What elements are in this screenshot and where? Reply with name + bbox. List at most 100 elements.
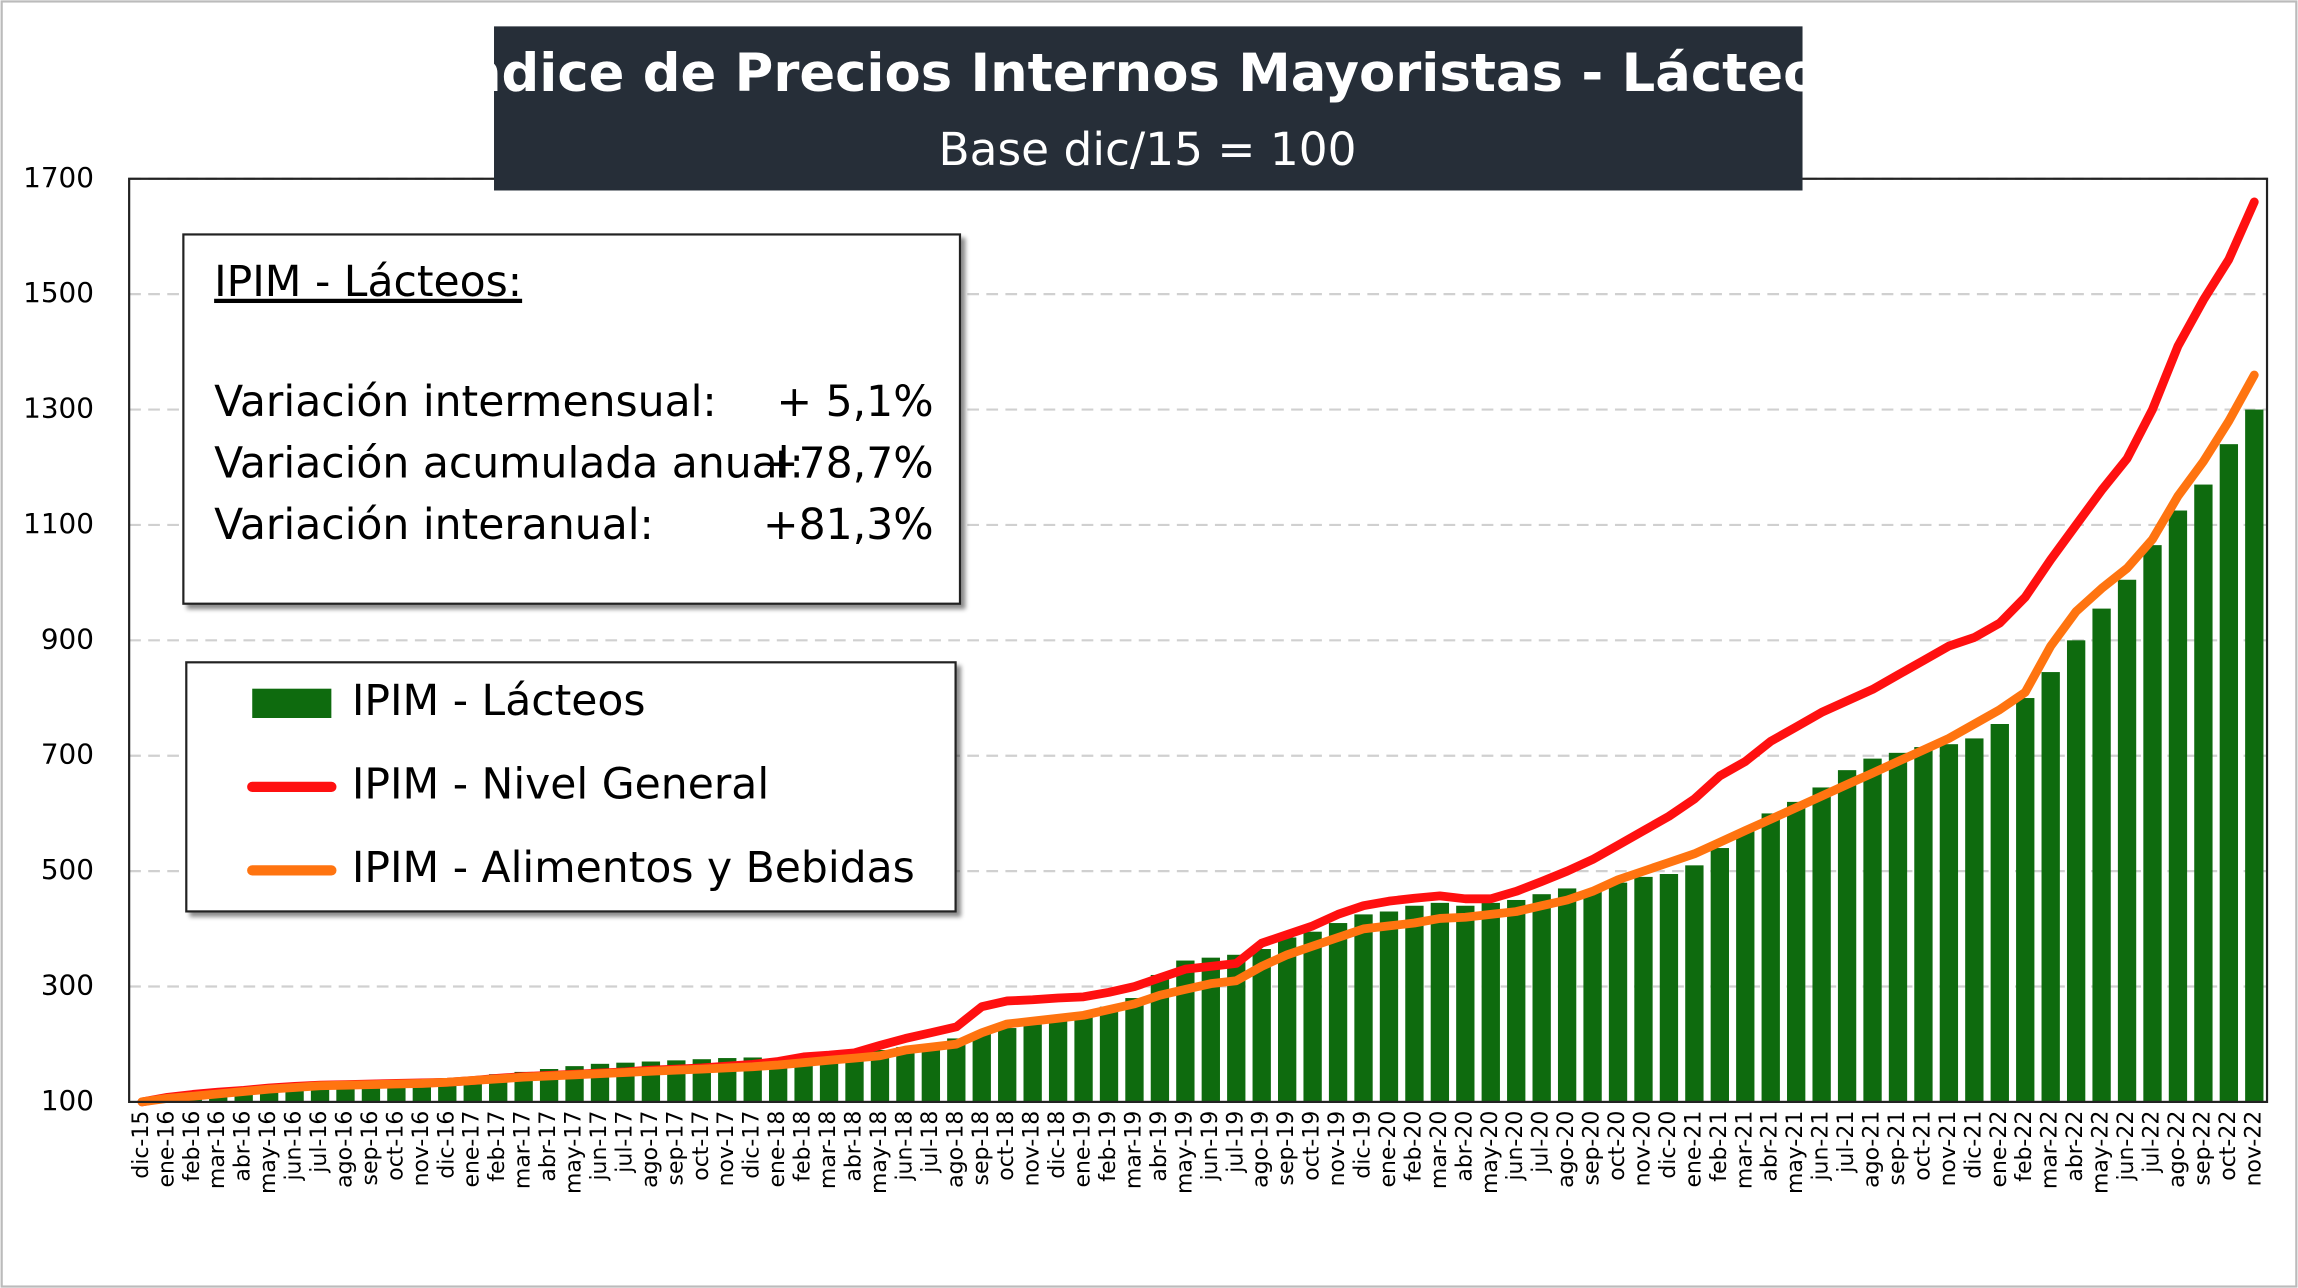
x-tick-label: jul-19 <box>1223 1111 1248 1174</box>
bar <box>1481 902 1500 1102</box>
bar <box>1837 770 1857 1102</box>
bar <box>2092 608 2111 1102</box>
bar <box>2041 672 2060 1102</box>
x-tick-label: feb-21 <box>1707 1111 1732 1182</box>
x-tick-label: sep-21 <box>1885 1111 1910 1186</box>
info-value: +81,3% <box>763 501 934 550</box>
x-tick-label: ago-16 <box>332 1111 357 1188</box>
bar <box>1736 830 1755 1102</box>
info-box <box>182 233 962 605</box>
bar <box>870 1049 890 1102</box>
x-tick-label: dic-20 <box>1656 1111 1681 1179</box>
bar <box>1888 752 1908 1102</box>
x-tick-label: oct-22 <box>2216 1111 2241 1181</box>
y-tick-label: 1300 <box>23 392 94 425</box>
info-value: + 5,1% <box>777 378 934 427</box>
bar <box>998 1028 1017 1102</box>
x-tick-label: oct-16 <box>383 1111 408 1181</box>
x-tick-label: jun-21 <box>1809 1111 1834 1182</box>
x-tick-label: abr-20 <box>1452 1111 1477 1182</box>
bar <box>234 1092 253 1102</box>
x-tick-label: ago-19 <box>1249 1111 1274 1188</box>
x-tick-label: oct-20 <box>1605 1111 1630 1181</box>
x-tick-label: jun-17 <box>587 1111 612 1182</box>
bar <box>1354 914 1373 1102</box>
x-tick-label: ago-18 <box>943 1111 968 1188</box>
x-tick-label: feb-22 <box>2012 1111 2037 1182</box>
bar <box>1939 744 1959 1102</box>
y-tick-label: 100 <box>41 1084 94 1117</box>
x-tick-label: may-20 <box>1478 1111 1503 1194</box>
x-tick-label: oct-19 <box>1300 1111 1325 1181</box>
x-tick-label: ene-20 <box>1376 1111 1401 1188</box>
x-tick-label: mar-16 <box>205 1111 230 1189</box>
x-tick-label: mar-17 <box>511 1111 536 1189</box>
y-tick-label: 900 <box>41 622 94 655</box>
legend-swatch <box>252 688 332 718</box>
x-tick-label: dic-18 <box>1045 1111 1070 1179</box>
bar <box>1048 1021 1068 1102</box>
bar <box>259 1090 279 1102</box>
x-tick-label: abr-19 <box>1147 1111 1172 1182</box>
x-tick-label: oct-17 <box>689 1111 714 1181</box>
x-tick-label: ene-17 <box>460 1111 485 1188</box>
bar <box>1303 931 1322 1102</box>
bar <box>1812 787 1831 1102</box>
bar <box>1252 949 1271 1102</box>
y-tick-label: 500 <box>41 853 94 886</box>
bar <box>1787 801 1806 1102</box>
x-tick-label: abr-22 <box>2063 1111 2088 1182</box>
legend-entries: IPIM - Lácteos IPIM - Nivel General IPIM -… <box>247 677 915 893</box>
bar <box>1761 813 1780 1102</box>
bar <box>2245 409 2264 1102</box>
x-tick-label: jul-20 <box>1529 1111 1554 1174</box>
x-tick-label: feb-16 <box>180 1111 205 1182</box>
y-tick-label: 700 <box>41 738 94 771</box>
x-tick-label: abr-17 <box>536 1111 561 1182</box>
x-tick-label: jun-20 <box>1503 1111 1528 1182</box>
x-tick-label: mar-18 <box>816 1111 841 1189</box>
bar <box>1583 891 1602 1102</box>
x-tick-label: nov-18 <box>1020 1111 1045 1187</box>
y-tick-label: 1700 <box>23 161 94 194</box>
x-tick-label: mar-21 <box>1732 1111 1757 1189</box>
bar <box>794 1056 813 1102</box>
bar <box>921 1044 941 1102</box>
bar <box>2066 640 2086 1102</box>
x-tick-label: ago-22 <box>2165 1111 2190 1188</box>
x-tick-label: jul-21 <box>1834 1111 1859 1174</box>
x-tick-label: ene-19 <box>1071 1111 1096 1188</box>
bar <box>1150 974 1170 1102</box>
bar <box>1099 1006 1119 1102</box>
x-tick-label: nov-21 <box>1936 1111 1961 1187</box>
x-tick-label: jun-19 <box>1198 1111 1223 1182</box>
y-tick-label: 1500 <box>23 276 94 309</box>
info-rows: Variación intermensual: + 5,1% Variación a… <box>214 378 933 550</box>
bar <box>1227 954 1246 1102</box>
x-tick-label: nov-17 <box>714 1111 739 1187</box>
x-tick-label: ene-18 <box>765 1111 790 1188</box>
bar <box>1405 905 1424 1102</box>
x-tick-label: oct-21 <box>1910 1111 1935 1181</box>
legend-label: IPIM - Nivel General <box>352 760 769 809</box>
x-tick-label: sep-20 <box>1580 1111 1605 1186</box>
x-tick-label: mar-19 <box>1121 1111 1146 1189</box>
x-tick-label: jun-22 <box>2114 1111 2139 1182</box>
info-title: IPIM - Lácteos: <box>214 258 522 307</box>
x-tick-label: abr-16 <box>231 1111 256 1182</box>
x-tick-label: feb-17 <box>485 1111 510 1182</box>
info-label: Variación intermensual: <box>214 378 717 427</box>
bar <box>1176 960 1195 1102</box>
x-tick-label: mar-20 <box>1427 1111 1452 1189</box>
chart-title: Indice de Precios Internos Mayoristas - … <box>444 43 1850 104</box>
x-tick-label: ene-16 <box>154 1111 179 1188</box>
x-tick-label: jul-22 <box>2139 1111 2164 1174</box>
x-tick-label: may-16 <box>256 1111 281 1194</box>
chart-subtitle: Base dic/15 = 100 <box>939 123 1357 176</box>
bar <box>1532 894 1551 1102</box>
x-tick-label: dic-19 <box>1351 1111 1376 1179</box>
bar <box>1659 874 1679 1102</box>
